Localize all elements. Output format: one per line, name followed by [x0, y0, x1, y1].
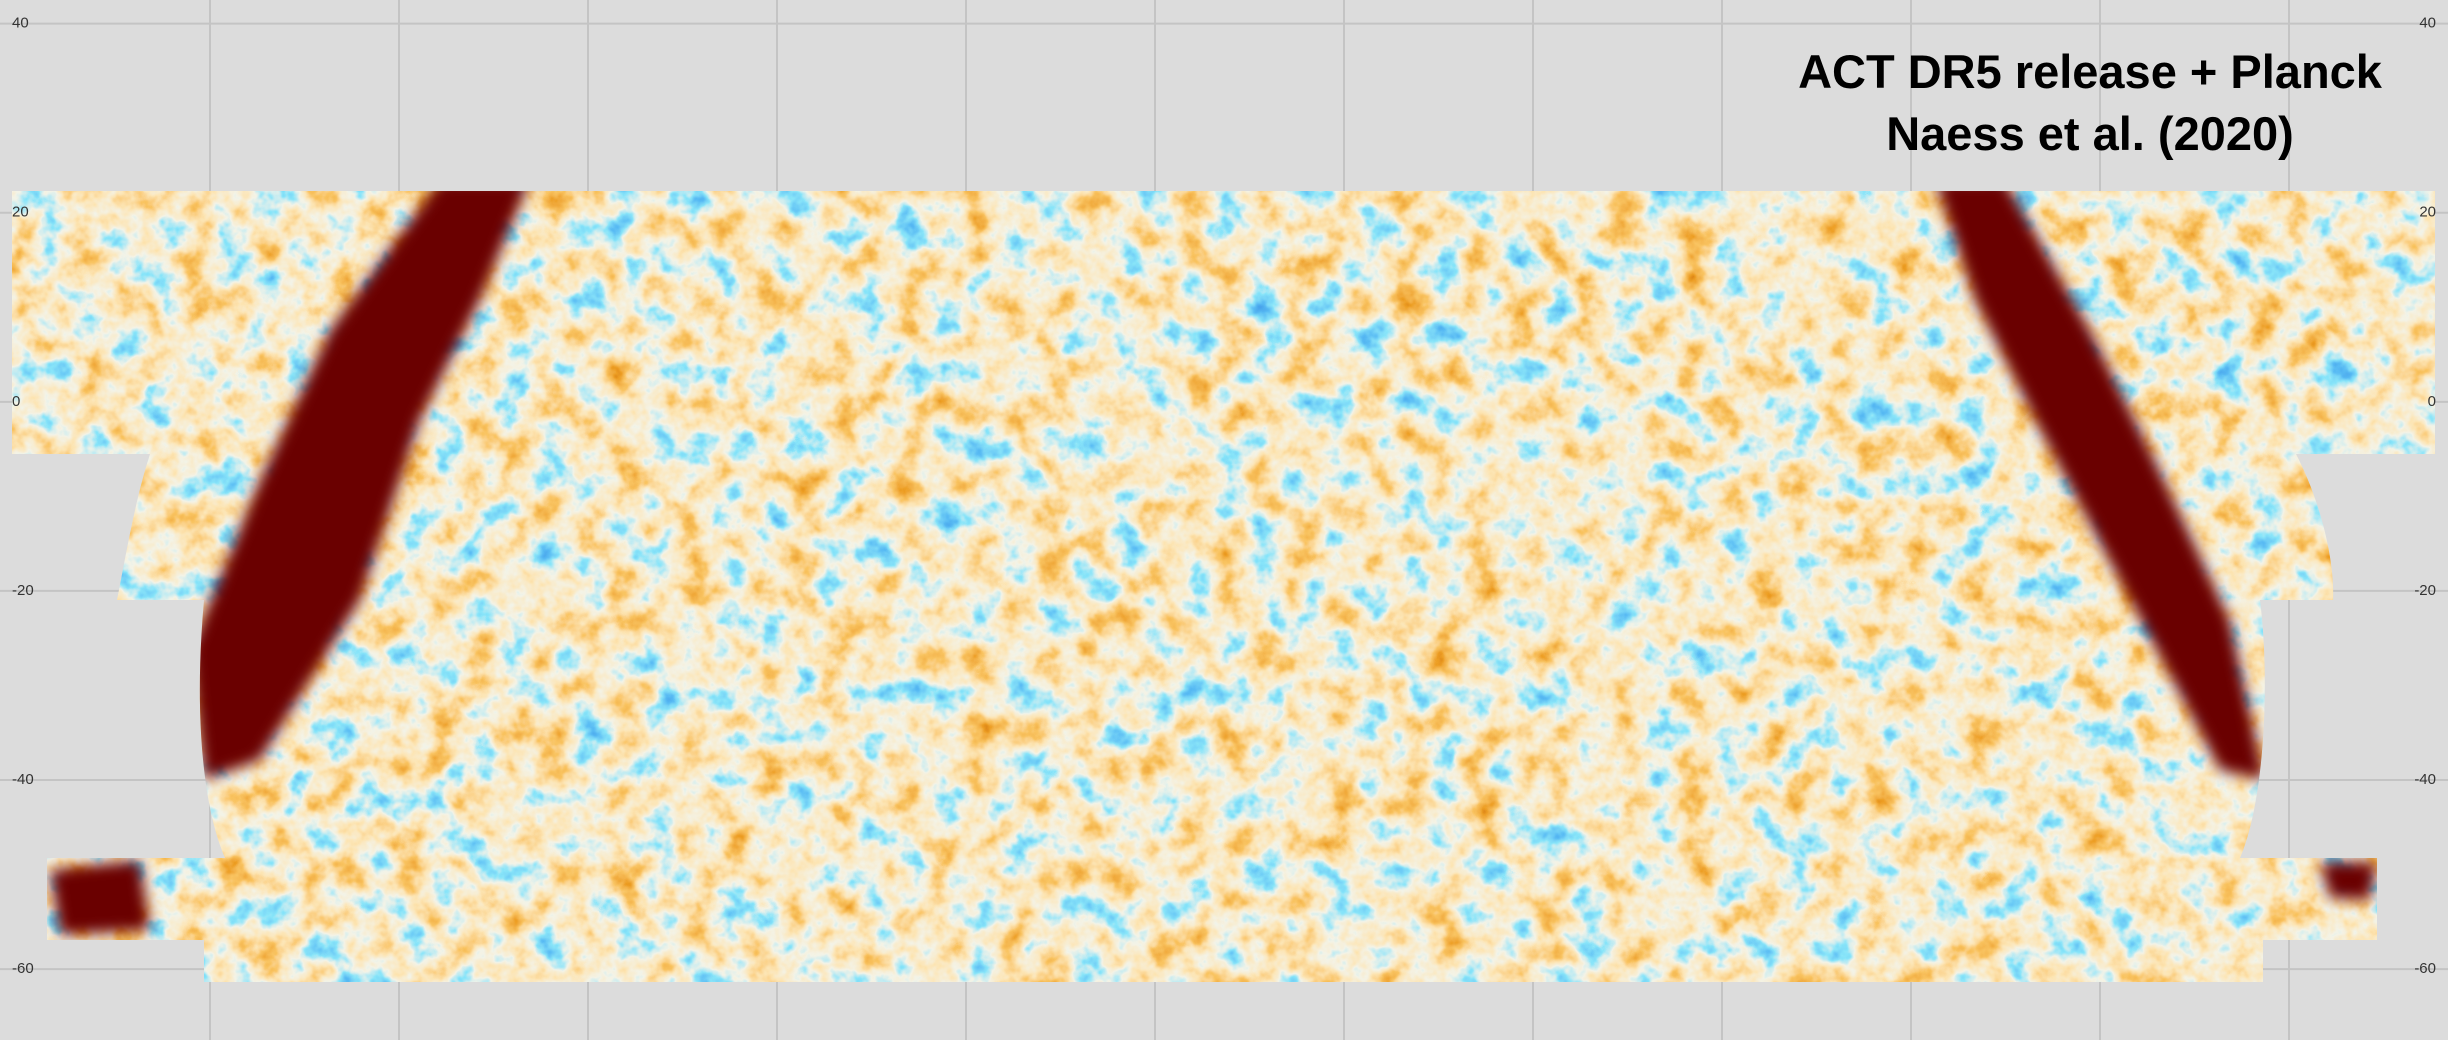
- sky-map-view: ACT DR5 release + Planck Naess et al. (2…: [0, 0, 2448, 1040]
- dec-tick-label: 20: [2419, 204, 2436, 221]
- dec-tick-label: -60: [2414, 960, 2436, 977]
- page: ACT DR5 release + Planck Naess et al. (2…: [0, 0, 2448, 1040]
- title-line: ACT DR5 release + Planck: [1798, 45, 2383, 98]
- dec-tick-label: 20: [12, 204, 29, 221]
- dec-tick-label: 0: [2428, 393, 2436, 410]
- dec-tick-label: -20: [2414, 582, 2436, 599]
- galactic-patch: [50, 860, 150, 935]
- dec-tick-label: 40: [12, 15, 29, 32]
- title-line: Naess et al. (2020): [1886, 107, 2294, 160]
- dec-tick-label: -60: [12, 960, 34, 977]
- dec-tick-label: -20: [12, 582, 34, 599]
- dec-tick-label: -40: [12, 771, 34, 788]
- dec-tick-label: 0: [12, 393, 20, 410]
- dec-tick-label: -40: [2414, 771, 2436, 788]
- sky-map: [0, 180, 2448, 990]
- dec-tick-label: 40: [2419, 15, 2436, 32]
